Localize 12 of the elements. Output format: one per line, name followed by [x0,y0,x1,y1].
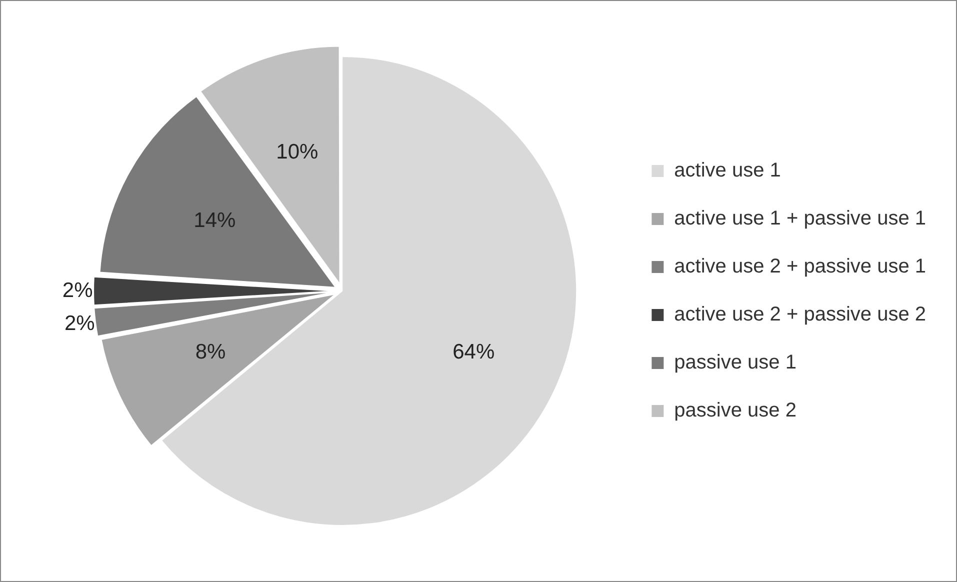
legend-label: passive use 2 [674,400,796,422]
data-label: 14% [194,208,236,232]
data-label: 2% [62,278,93,302]
data-label: 2% [64,312,95,335]
legend-label: active use 1 + passive use 1 [674,208,926,230]
legend-label: active use 1 [674,160,781,182]
legend-label: active use 2 + passive use 1 [674,256,926,278]
data-label: 8% [195,340,226,364]
data-label: 64% [452,340,495,364]
data-label: 10% [276,140,318,164]
legend-label: passive use 1 [674,352,796,374]
legend-label: active use 2 + passive use 2 [674,304,926,326]
